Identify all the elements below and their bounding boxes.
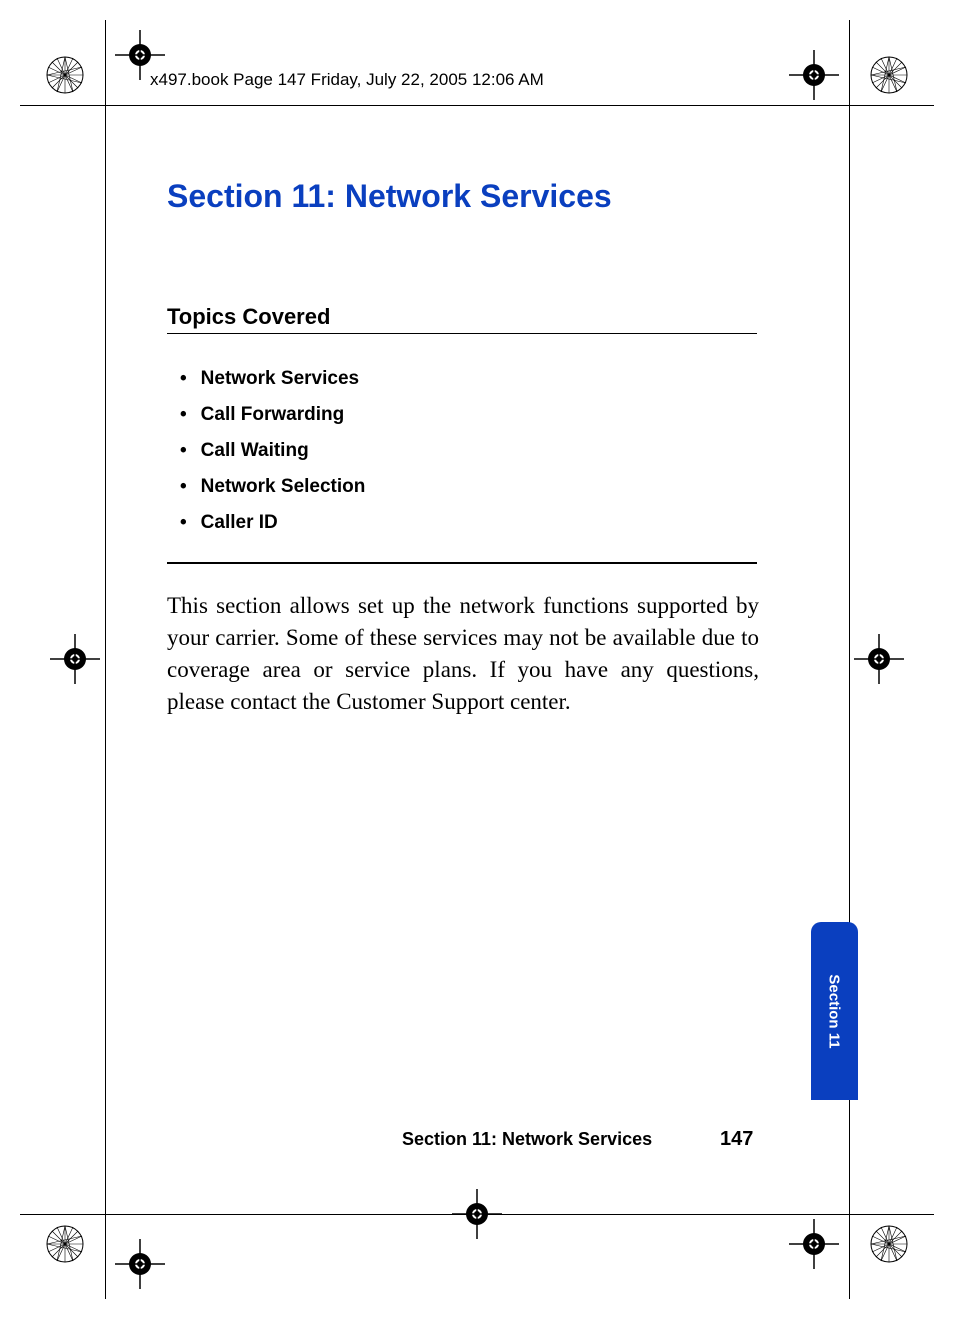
footer-section-label: Section 11: Network Services bbox=[402, 1129, 652, 1150]
topics-list: Network Services Call Forwarding Call Wa… bbox=[180, 368, 365, 548]
section-title: Section 11: Network Services bbox=[167, 178, 612, 215]
section-tab: Section 11 bbox=[811, 922, 858, 1100]
topics-list-item: Network Services bbox=[180, 368, 365, 390]
crop-mark-left bbox=[105, 20, 106, 1299]
crosshair-mark-icon bbox=[789, 1219, 839, 1269]
crosshair-mark-icon bbox=[854, 634, 904, 684]
topics-list-item: Network Selection bbox=[180, 476, 365, 498]
crosshair-mark-icon bbox=[50, 634, 100, 684]
topics-list-item: Caller ID bbox=[180, 512, 365, 534]
crosshair-mark-icon bbox=[789, 50, 839, 100]
crop-mark-top bbox=[20, 105, 934, 106]
footer-page-number: 147 bbox=[720, 1128, 753, 1151]
section-tab-label: Section 11 bbox=[826, 974, 843, 1048]
topics-list-item: Call Forwarding bbox=[180, 404, 365, 426]
topics-heading: Topics Covered bbox=[167, 304, 330, 330]
body-paragraph: This section allows set up the network f… bbox=[167, 590, 759, 718]
registration-mark-icon bbox=[869, 1224, 909, 1264]
registration-mark-icon bbox=[45, 1224, 85, 1264]
topics-rule-bottom bbox=[167, 562, 757, 564]
crosshair-mark-icon bbox=[452, 1189, 502, 1239]
topics-list-item: Call Waiting bbox=[180, 440, 365, 462]
header-slug: x497.book Page 147 Friday, July 22, 2005… bbox=[150, 70, 544, 90]
topics-rule-top bbox=[167, 333, 757, 334]
registration-mark-icon bbox=[45, 55, 85, 95]
registration-mark-icon bbox=[869, 55, 909, 95]
crosshair-mark-icon bbox=[115, 1239, 165, 1289]
crop-mark-right bbox=[849, 20, 850, 1299]
